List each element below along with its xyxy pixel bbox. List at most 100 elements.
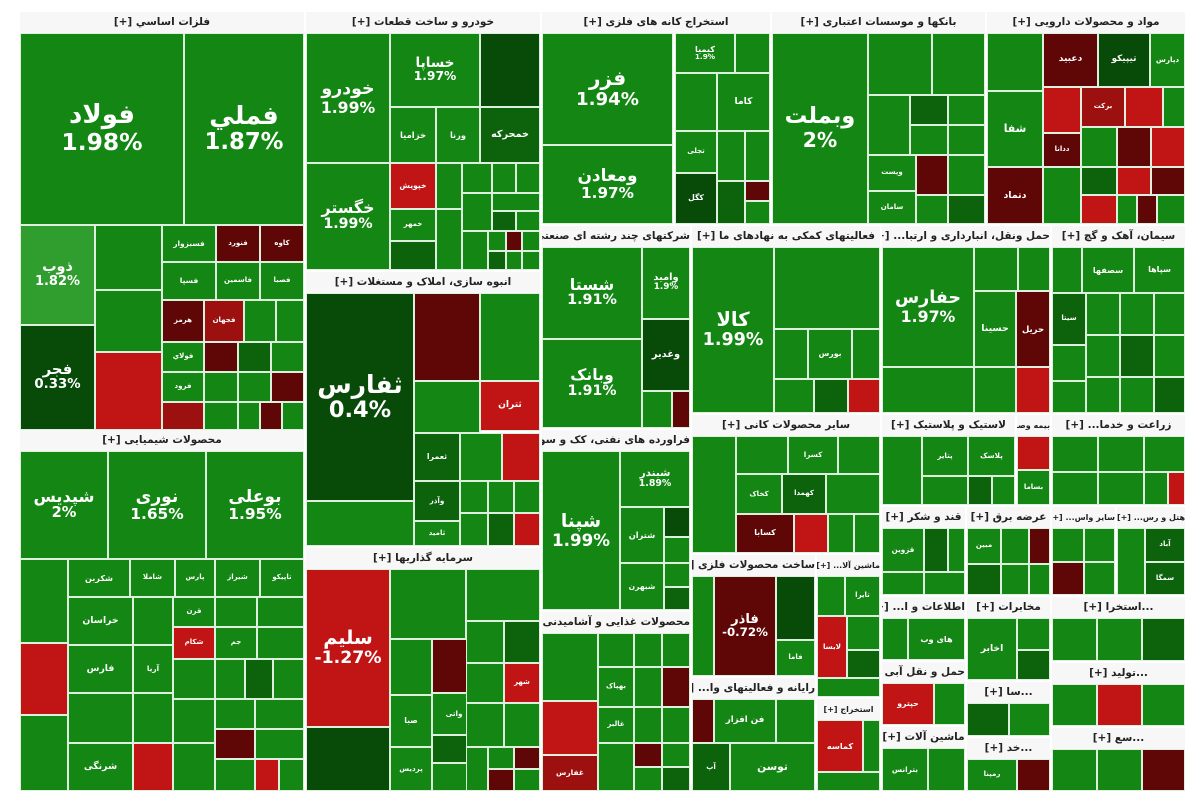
sector-header[interactable]: لاستیک و پلاستیک [+]	[882, 415, 1015, 436]
stock-cell-شکربن[interactable]: شکربن	[68, 559, 130, 597]
stock-cell[interactable]	[276, 300, 304, 342]
stock-cell[interactable]	[204, 402, 238, 430]
sector-header[interactable]: مواد و محصولات دارویی [+]	[987, 12, 1185, 33]
stock-cell[interactable]	[735, 33, 770, 73]
stock-cell[interactable]	[664, 507, 690, 537]
stock-cell[interactable]	[390, 241, 436, 270]
stock-cell[interactable]	[1001, 564, 1029, 595]
stock-cell-وآذر[interactable]: وآذر	[414, 481, 460, 521]
stock-cell-وبانک[interactable]: وبانک 1.91%	[542, 339, 642, 428]
stock-cell[interactable]	[516, 211, 540, 231]
sector-header[interactable]: اطلاعات و ا... [+]	[882, 597, 965, 618]
sector-header[interactable]: ماشین آلات [+]	[882, 727, 965, 748]
stock-cell-مبین[interactable]: مبین	[967, 528, 1001, 564]
stock-cell[interactable]	[948, 195, 985, 224]
stock-cell[interactable]	[542, 633, 598, 701]
stock-cell[interactable]	[967, 703, 1009, 736]
stock-cell[interactable]	[462, 231, 488, 270]
stock-cell-فملي[interactable]: فملي 1.87%	[184, 33, 304, 225]
stock-cell[interactable]	[173, 659, 215, 699]
stock-cell-ثامید[interactable]: ثامید	[414, 521, 460, 546]
stock-cell[interactable]	[848, 379, 880, 413]
sector-header[interactable]: استخراج کانه های فلزی [+]	[542, 12, 770, 33]
stock-cell[interactable]	[1043, 87, 1081, 133]
stock-cell-فزر[interactable]: فزر 1.94%	[542, 33, 673, 145]
stock-cell[interactable]	[776, 699, 815, 743]
stock-cell[interactable]	[1086, 335, 1120, 377]
stock-cell-ورنا[interactable]: ورنا	[436, 107, 480, 163]
stock-cell-کهمدا[interactable]: کهمدا	[782, 474, 826, 514]
sector-header[interactable]: سیمان، آهک و گچ [+]	[1052, 226, 1185, 247]
stock-cell[interactable]	[514, 513, 540, 546]
sector-header[interactable]: حمل ونقل، انبارداری و ارتبا... [+]	[882, 226, 1050, 247]
stock-cell-کسابا[interactable]: کسابا	[736, 514, 794, 553]
stock-cell[interactable]	[745, 201, 770, 224]
stock-cell[interactable]	[436, 163, 462, 209]
stock-cell-ددانا[interactable]: ددانا	[1043, 133, 1081, 167]
stock-cell[interactable]	[1120, 335, 1154, 377]
stock-cell[interactable]	[634, 707, 662, 743]
stock-cell[interactable]	[828, 514, 854, 553]
stock-cell[interactable]	[1097, 618, 1142, 661]
stock-cell[interactable]	[522, 251, 540, 270]
stock-cell-شفا[interactable]: شفا	[987, 91, 1043, 167]
stock-cell[interactable]	[414, 293, 480, 381]
stock-cell[interactable]	[1043, 167, 1081, 224]
sector-header[interactable]: محصولات شیمیایی [+]	[20, 430, 304, 451]
stock-cell[interactable]	[273, 659, 304, 699]
stock-cell-رمپنا[interactable]: رمپنا	[967, 759, 1017, 791]
stock-cell[interactable]	[1052, 618, 1097, 661]
stock-cell[interactable]	[488, 481, 514, 513]
stock-cell[interactable]	[1016, 367, 1050, 413]
stock-cell[interactable]	[488, 747, 514, 769]
stock-cell[interactable]	[948, 528, 965, 572]
stock-cell[interactable]	[1098, 472, 1144, 505]
stock-cell[interactable]	[1052, 381, 1086, 413]
stock-cell[interactable]	[967, 564, 1001, 595]
stock-cell-خراسان[interactable]: خراسان	[68, 597, 133, 645]
stock-cell-پتایر[interactable]: پتایر	[922, 436, 968, 476]
stock-cell[interactable]	[204, 342, 238, 372]
stock-cell-غالبر[interactable]: غالبر	[598, 707, 634, 743]
stock-cell[interactable]	[488, 769, 514, 791]
stock-cell[interactable]	[504, 703, 540, 747]
stock-cell[interactable]	[776, 576, 815, 640]
stock-cell-نوری[interactable]: نوری 1.65%	[108, 451, 206, 559]
stock-cell-آپ[interactable]: آپ	[692, 743, 730, 791]
stock-cell[interactable]	[662, 707, 690, 743]
stock-cell-کیمیا[interactable]: کیمیا 1.9%	[675, 33, 735, 73]
stock-cell-هرمز[interactable]: هرمز	[162, 300, 204, 342]
stock-cell[interactable]	[692, 436, 736, 553]
stock-cell[interactable]	[1098, 436, 1144, 472]
stock-cell-شیراز[interactable]: شیراز	[215, 559, 260, 597]
sector-header[interactable]: ...تولید [+]	[1052, 663, 1185, 684]
stock-cell[interactable]	[924, 572, 965, 595]
stock-cell[interactable]	[260, 402, 282, 430]
stock-cell-کماسه[interactable]: کماسه	[817, 720, 863, 772]
stock-cell[interactable]	[1086, 293, 1120, 335]
stock-cell-بوعلی[interactable]: بوعلی 1.95%	[206, 451, 304, 559]
stock-cell-خگستر[interactable]: خگستر 1.99%	[306, 163, 390, 270]
stock-cell[interactable]	[238, 372, 271, 402]
stock-cell[interactable]	[662, 767, 690, 791]
stock-cell[interactable]	[916, 195, 948, 224]
stock-cell-اخابر[interactable]: اخابر	[967, 618, 1017, 680]
sector-header[interactable]: محصولات غذایی و آشامیدنی به جز [+]	[542, 612, 690, 633]
stock-cell[interactable]	[910, 95, 948, 125]
stock-cell[interactable]	[882, 572, 924, 595]
stock-cell[interactable]	[1017, 618, 1050, 650]
stock-cell[interactable]	[1142, 749, 1185, 791]
stock-cell-پارس[interactable]: پارس	[175, 559, 215, 597]
stock-cell-شهر[interactable]: شهر	[504, 663, 540, 703]
stock-cell[interactable]	[95, 352, 162, 430]
stock-cell-سیتا[interactable]: سیتا	[1052, 293, 1086, 345]
stock-cell[interactable]	[934, 683, 965, 725]
stock-cell-شبهرن[interactable]: شبهرن	[620, 563, 664, 610]
stock-cell[interactable]	[238, 402, 260, 430]
stock-cell-دتماد[interactable]: دتماد	[987, 167, 1043, 224]
stock-cell[interactable]	[1168, 472, 1185, 505]
stock-cell[interactable]	[948, 125, 985, 155]
stock-cell[interactable]	[634, 667, 662, 707]
stock-cell[interactable]	[460, 481, 488, 513]
stock-cell-شاملا[interactable]: شاملا	[130, 559, 175, 597]
